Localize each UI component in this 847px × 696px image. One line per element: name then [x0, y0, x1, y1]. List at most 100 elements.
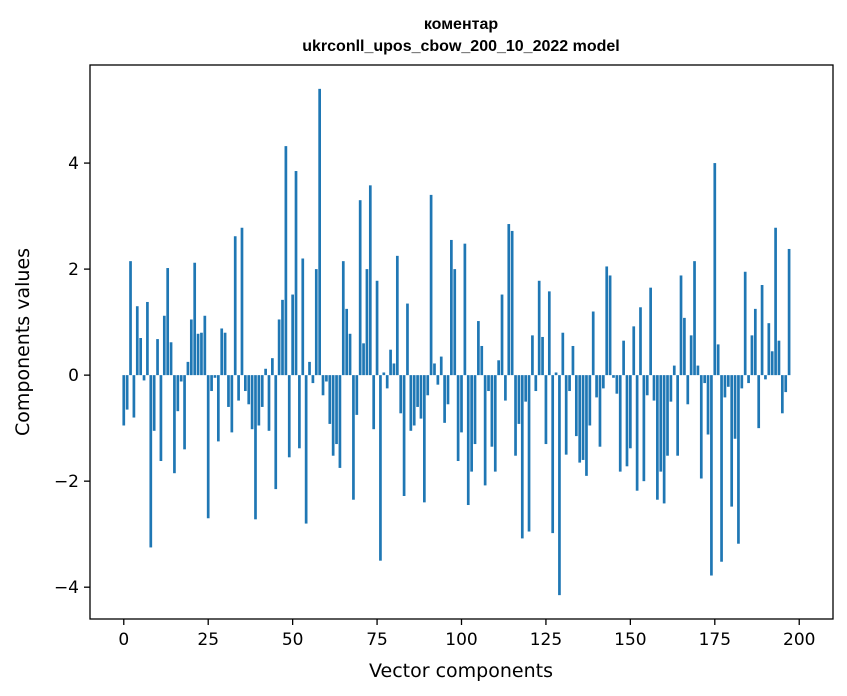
- bar: [737, 375, 740, 544]
- bar: [625, 375, 629, 467]
- bar: [389, 349, 392, 376]
- x-tick-label: 100: [445, 630, 477, 650]
- bar: [183, 375, 186, 450]
- bar: [585, 375, 588, 476]
- bar: [693, 261, 696, 376]
- bar: [433, 363, 436, 376]
- y-tick-label: 0: [68, 366, 79, 386]
- bar: [652, 375, 656, 401]
- bar: [159, 375, 163, 462]
- bar: [520, 375, 524, 539]
- bar: [564, 375, 568, 455]
- bar: [463, 243, 467, 376]
- bar: [186, 361, 190, 376]
- bar: [524, 375, 528, 402]
- bar: [250, 375, 254, 430]
- bar: [399, 375, 403, 414]
- bar: [740, 375, 744, 389]
- chart-title: коментар: [424, 16, 498, 33]
- bar: [618, 375, 622, 472]
- bar: [770, 351, 774, 376]
- bar: [544, 375, 548, 445]
- bar: [254, 375, 257, 520]
- bar: [507, 224, 511, 376]
- bar: [385, 375, 389, 389]
- bar: [173, 375, 176, 474]
- bar: [453, 269, 457, 376]
- bar: [233, 236, 237, 376]
- bar: [375, 280, 379, 376]
- bar: [156, 339, 159, 376]
- x-axis-label: Vector components: [369, 660, 553, 682]
- bar: [679, 275, 683, 376]
- bar: [477, 321, 480, 376]
- x-axis-ticks: 0 25 50 75 100 125 150 175 200: [118, 619, 815, 650]
- bar: [257, 375, 261, 426]
- bar: [203, 315, 207, 376]
- bar: [291, 294, 294, 376]
- bar: [308, 361, 311, 376]
- bar: [699, 375, 703, 479]
- bar: [767, 323, 771, 376]
- bar: [601, 375, 605, 389]
- bar: [551, 375, 555, 534]
- bar: [487, 375, 490, 392]
- bar: [537, 280, 541, 376]
- bar: [497, 360, 500, 376]
- bar: [135, 306, 139, 376]
- bar: [122, 375, 126, 426]
- bar: [686, 375, 690, 405]
- bar: [683, 317, 686, 376]
- bar: [426, 375, 430, 396]
- bar: [612, 375, 615, 378]
- bar: [470, 375, 473, 472]
- bar: [392, 363, 396, 376]
- bar: [416, 375, 419, 407]
- bar: [237, 375, 240, 401]
- bar: [345, 308, 349, 376]
- bar: [642, 375, 646, 482]
- bar: [406, 303, 409, 376]
- bar: [314, 269, 318, 376]
- bar: [710, 375, 713, 576]
- bar: [230, 375, 234, 433]
- bar: [355, 375, 359, 415]
- bar: [622, 340, 625, 376]
- bar: [304, 375, 308, 524]
- bar: [311, 375, 315, 384]
- bar: [152, 375, 156, 431]
- bar: [510, 230, 514, 376]
- bar: [227, 375, 230, 407]
- bar: [166, 268, 170, 376]
- bar: [331, 375, 335, 456]
- bar: [338, 375, 342, 468]
- bar: [574, 375, 578, 437]
- bar: [179, 375, 183, 382]
- bar: [460, 375, 463, 433]
- bar: [365, 269, 369, 376]
- bar: [142, 375, 146, 381]
- bar: [402, 375, 406, 496]
- x-tick-label: 0: [118, 630, 129, 650]
- x-tick-label: 150: [614, 630, 646, 650]
- bar: [125, 375, 129, 410]
- bar: [774, 227, 777, 376]
- bar: [571, 345, 575, 376]
- bar: [490, 375, 494, 447]
- bar: [328, 375, 332, 424]
- bar: [713, 163, 717, 376]
- bar: [223, 332, 227, 376]
- bar: [439, 356, 443, 376]
- bar: [578, 375, 582, 463]
- bar: [608, 275, 612, 376]
- bar: [747, 375, 750, 384]
- bar: [274, 375, 278, 490]
- bar: [541, 336, 544, 376]
- bar: [635, 375, 639, 491]
- bar: [321, 375, 325, 396]
- bar: [757, 375, 761, 429]
- bar: [412, 375, 416, 426]
- bar: [368, 185, 372, 376]
- bar: [656, 375, 659, 500]
